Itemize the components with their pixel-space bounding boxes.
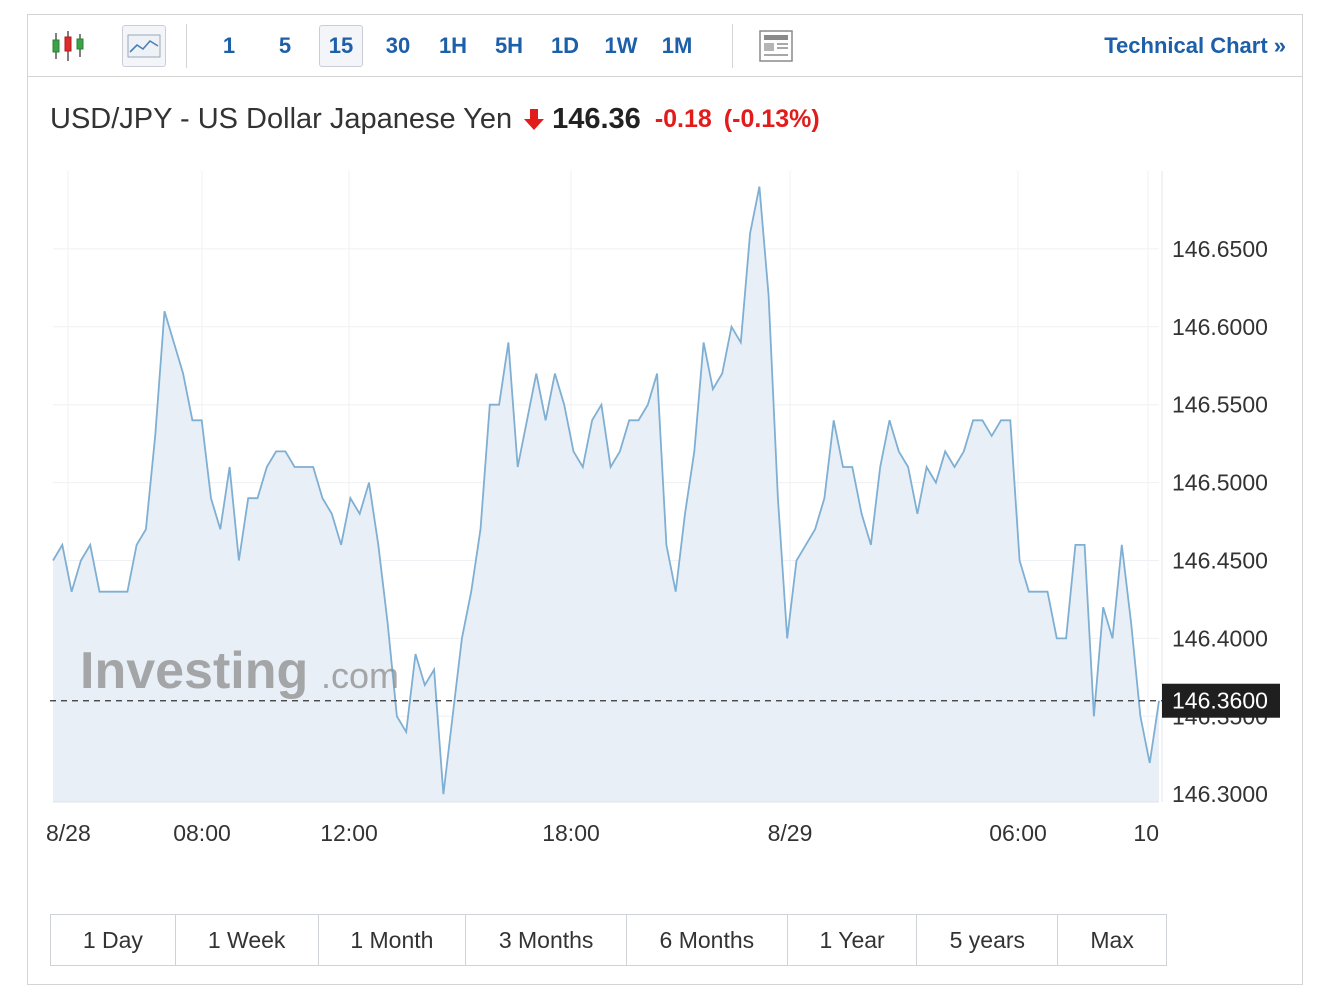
y-tick-label: 146.5500 [1172, 392, 1268, 418]
range-1-day[interactable]: 1 Day [51, 915, 176, 965]
x-tick-label: 8/28 [46, 820, 91, 846]
toolbar-separator [186, 24, 187, 68]
instrument-name: USD/JPY - US Dollar Japanese Yen [50, 102, 513, 135]
chart-widget: 1 5 15 30 1H 5H 1D 1W 1M Technical Chart… [27, 14, 1303, 985]
candlestick-icon[interactable] [46, 25, 90, 67]
interval-30[interactable]: 30 [385, 33, 411, 58]
watermark-brand: Investing [80, 642, 308, 700]
x-tick-label: 12:00 [320, 820, 378, 846]
chart-toolbar: 1 5 15 30 1H 5H 1D 1W 1M Technical Chart… [28, 15, 1302, 77]
x-tick-label: 18:00 [542, 820, 600, 846]
x-axis: 8/28 08:00 12:00 18:00 8/29 06:00 10 [46, 820, 1159, 846]
price-area [53, 186, 1159, 803]
price-change: -0.18 [654, 104, 712, 133]
interval-1m[interactable]: 1M [661, 33, 693, 58]
interval-1h[interactable]: 1H [438, 33, 468, 58]
current-price-label: 146.3600 [1162, 683, 1280, 718]
range-max[interactable]: Max [1090, 926, 1134, 953]
y-tick-label: 146.5000 [1172, 470, 1268, 496]
current-price-text: 146.3600 [1172, 688, 1268, 714]
price-chart[interactable]: Investing .com 146.3000146.3500146.40001… [28, 15, 1302, 895]
y-axis: 146.3000146.3500146.4000146.4500146.5000… [1172, 236, 1268, 807]
range-3-months[interactable]: 3 Months [466, 915, 627, 965]
range-1-month[interactable]: 1 Month [319, 915, 467, 965]
range-1-week[interactable]: 1 Week [176, 915, 319, 965]
interval-5[interactable]: 5 [278, 33, 292, 58]
range-6-months[interactable]: 6 Months [627, 915, 788, 965]
price-line [52, 186, 1160, 795]
interval-15[interactable]: 15 [319, 25, 363, 67]
watermark-suffix: .com [321, 655, 399, 696]
range-selector: 1 Day 1 Week 1 Month 3 Months 6 Months 1… [50, 914, 1167, 966]
current-price-badge [1162, 683, 1280, 718]
interval-5h[interactable]: 5H [494, 33, 524, 58]
x-tick-label: 10 [1133, 820, 1159, 846]
x-tick-label: 08:00 [173, 820, 231, 846]
toolbar-separator [732, 24, 733, 68]
interval-1d[interactable]: 1D [550, 33, 580, 58]
y-tick-label: 146.4000 [1172, 625, 1268, 651]
range-5-years[interactable]: 5 years [917, 915, 1059, 965]
investing-watermark: Investing .com [80, 642, 399, 700]
down-arrow-icon [524, 109, 545, 130]
instrument-header: USD/JPY - US Dollar Japanese Yen 146.36 … [50, 101, 820, 137]
interval-1w[interactable]: 1W [604, 33, 638, 58]
layout-icon[interactable] [754, 25, 798, 67]
technical-chart-link[interactable]: Technical Chart » [1104, 33, 1286, 58]
y-tick-label: 146.4500 [1172, 548, 1268, 574]
line-chart-icon[interactable] [122, 25, 166, 67]
x-tick-label: 8/29 [768, 820, 813, 846]
y-tick-label: 146.3000 [1172, 781, 1268, 807]
y-tick-label: 146.6500 [1172, 236, 1268, 262]
price-change-percent: (-0.13%) [723, 104, 820, 133]
range-1-year[interactable]: 1 Year [788, 915, 918, 965]
interval-1[interactable]: 1 [222, 33, 236, 58]
last-price: 146.36 [552, 102, 641, 135]
y-tick-label: 146.6000 [1172, 314, 1268, 340]
x-tick-label: 06:00 [989, 820, 1047, 846]
